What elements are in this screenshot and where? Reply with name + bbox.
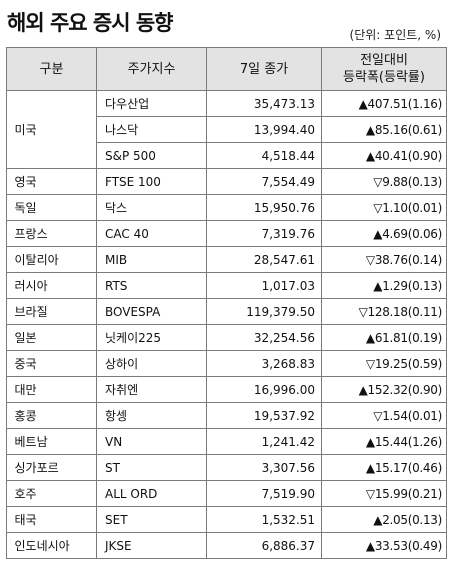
table-row: 미국 다우산업 35,473.13 ▲407.51(1.16): [6, 90, 447, 169]
country-cell: 독일: [6, 194, 97, 221]
country-cell: 대만: [6, 376, 97, 403]
index-cell: 나스닥: [96, 116, 207, 143]
close-cell: 28,547.61: [206, 246, 322, 273]
index-cell: S&P 500: [96, 142, 207, 169]
change-cell: ▲85.16(0.61): [321, 116, 447, 143]
change-cell: ▲407.51(1.16): [321, 90, 447, 117]
header-change: 전일대비 등락폭(등락률): [321, 47, 447, 91]
table-row: 이탈리아 MIB 28,547.61 ▽38.76(0.14): [6, 246, 447, 273]
index-cell: BOVESPA: [96, 298, 207, 325]
country-cell: 베트남: [6, 428, 97, 455]
country-cell: 인도네시아: [6, 532, 97, 559]
close-cell: 1,532.51: [206, 506, 322, 533]
table-row: 홍콩 항셍 19,537.92 ▽1.54(0.01): [6, 402, 447, 429]
table-row: 호주 ALL ORD 7,519.90 ▽15.99(0.21): [6, 480, 447, 507]
change-cell: ▽15.99(0.21): [321, 480, 447, 507]
index-cell: 상하이: [96, 350, 207, 377]
country-cell: 중국: [6, 350, 97, 377]
close-cell: 15,950.76: [206, 194, 322, 221]
close-cell: 6,886.37: [206, 532, 322, 559]
close-cell: 1,241.42: [206, 428, 322, 455]
header-change-line1: 전일대비: [360, 53, 408, 68]
change-cell: ▲15.17(0.46): [321, 454, 447, 481]
index-cell: ST: [96, 454, 207, 481]
close-cell: 35,473.13: [206, 90, 322, 117]
table-row: 싱가포르 ST 3,307.56 ▲15.17(0.46): [6, 454, 447, 481]
country-cell: 이탈리아: [6, 246, 97, 273]
country-cell: 프랑스: [6, 220, 97, 247]
index-cell: 닛케이225: [96, 324, 207, 351]
close-cell: 3,307.56: [206, 454, 322, 481]
close-cell: 7,554.49: [206, 168, 322, 195]
change-cell: ▽19.25(0.59): [321, 350, 447, 377]
close-cell: 4,518.44: [206, 142, 322, 169]
table-row: 일본 닛케이225 32,254.56 ▲61.81(0.19): [6, 324, 447, 351]
close-cell: 7,319.76: [206, 220, 322, 247]
change-cell: ▲15.44(1.26): [321, 428, 447, 455]
table-row: 인도네시아 JKSE 6,886.37 ▲33.53(0.49): [6, 532, 447, 559]
index-cell: VN: [96, 428, 207, 455]
table-row: 태국 SET 1,532.51 ▲2.05(0.13): [6, 506, 447, 533]
index-cell: SET: [96, 506, 207, 533]
country-cell: 싱가포르: [6, 454, 97, 481]
table-row: 영국 FTSE 100 7,554.49 ▽9.88(0.13): [6, 168, 447, 195]
close-cell: 1,017.03: [206, 272, 322, 299]
market-table: 구분 주가지수 7일 종가 전일대비 등락폭(등락률) 미국 다우산업 35,4…: [6, 47, 447, 559]
change-cell: ▽1.10(0.01): [321, 194, 447, 221]
change-cell: ▽38.76(0.14): [321, 246, 447, 273]
table-row: 브라질 BOVESPA 119,379.50 ▽128.18(0.11): [6, 298, 447, 325]
index-cell: JKSE: [96, 532, 207, 559]
index-cell: CAC 40: [96, 220, 207, 247]
change-cell: ▽9.88(0.13): [321, 168, 447, 195]
table-row: 베트남 VN 1,241.42 ▲15.44(1.26): [6, 428, 447, 455]
country-cell: 호주: [6, 480, 97, 507]
index-cell: FTSE 100: [96, 168, 207, 195]
country-cell: 브라질: [6, 298, 97, 325]
index-cell: 닥스: [96, 194, 207, 221]
close-cell: 7,519.90: [206, 480, 322, 507]
table-row: 러시아 RTS 1,017.03 ▲1.29(0.13): [6, 272, 447, 299]
country-cell: 일본: [6, 324, 97, 351]
table-row: 나스닥 13,994.40 ▲85.16(0.61): [7, 116, 447, 143]
header-change-line2: 등락폭(등락률): [343, 70, 425, 85]
index-cell: 다우산업: [96, 90, 207, 117]
change-cell: ▽1.54(0.01): [321, 402, 447, 429]
country-cell: 미국: [6, 90, 97, 169]
change-cell: ▽128.18(0.11): [321, 298, 447, 325]
close-cell: 119,379.50: [206, 298, 322, 325]
country-cell: 영국: [6, 168, 97, 195]
close-cell: 19,537.92: [206, 402, 322, 429]
change-cell: ▲40.41(0.90): [321, 142, 447, 169]
close-cell: 32,254.56: [206, 324, 322, 351]
header-row: 구분 주가지수 7일 종가 전일대비 등락폭(등락률): [6, 47, 447, 91]
change-cell: ▲152.32(0.90): [321, 376, 447, 403]
index-cell: ALL ORD: [96, 480, 207, 507]
index-cell: RTS: [96, 272, 207, 299]
header-country: 구분: [6, 47, 97, 91]
country-cell: 태국: [6, 506, 97, 533]
table-row: 독일 닥스 15,950.76 ▽1.10(0.01): [6, 194, 447, 221]
table-row: S&P 500 4,518.44 ▲40.41(0.90): [7, 142, 447, 169]
table-row: 대만 자취엔 16,996.00 ▲152.32(0.90): [6, 376, 447, 403]
index-cell: 항셍: [96, 402, 207, 429]
change-cell: ▲4.69(0.06): [321, 220, 447, 247]
change-cell: ▲61.81(0.19): [321, 324, 447, 351]
table-row: 중국 상하이 3,268.83 ▽19.25(0.59): [6, 350, 447, 377]
change-cell: ▲2.05(0.13): [321, 506, 447, 533]
close-cell: 3,268.83: [206, 350, 322, 377]
country-cell: 러시아: [6, 272, 97, 299]
header-index: 주가지수: [96, 47, 207, 91]
page-title: 해외 주요 증시 동향: [7, 11, 173, 35]
country-cell: 홍콩: [6, 402, 97, 429]
table-body: 미국 다우산업 35,473.13 ▲407.51(1.16) 나스닥 13,9…: [6, 90, 447, 559]
unit-note: (단위: 포인트, %): [349, 28, 441, 42]
close-cell: 16,996.00: [206, 376, 322, 403]
table-row: 프랑스 CAC 40 7,319.76 ▲4.69(0.06): [6, 220, 447, 247]
index-cell: MIB: [96, 246, 207, 273]
change-cell: ▲33.53(0.49): [321, 532, 447, 559]
close-cell: 13,994.40: [206, 116, 322, 143]
index-cell: 자취엔: [96, 376, 207, 403]
header-close: 7일 종가: [206, 47, 322, 91]
change-cell: ▲1.29(0.13): [321, 272, 447, 299]
